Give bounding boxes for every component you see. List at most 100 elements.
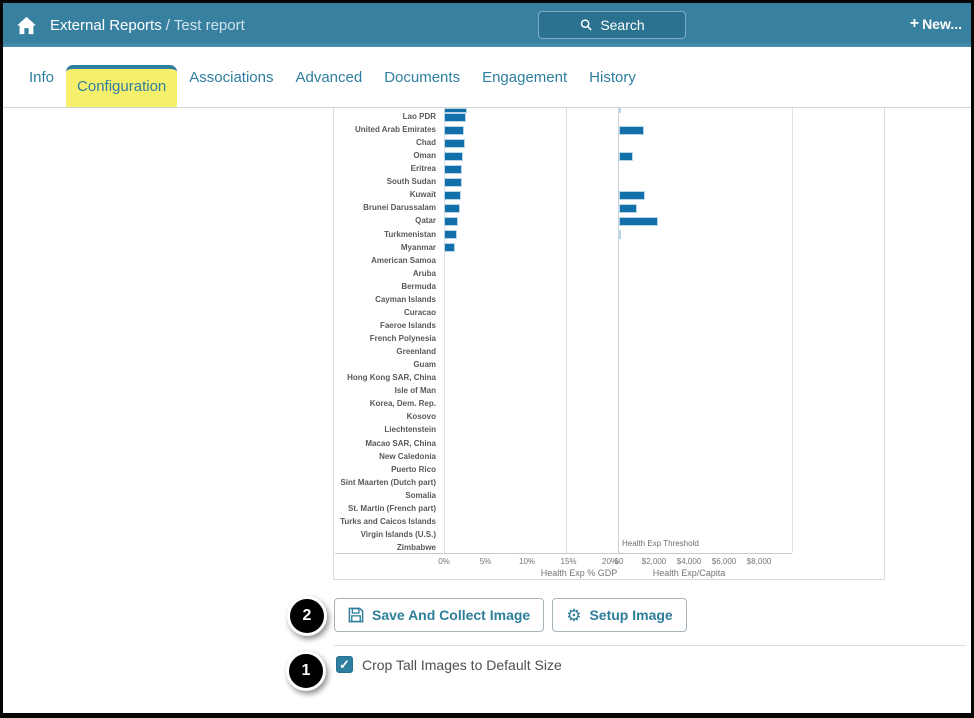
right-axis-tick: $0: [614, 557, 624, 566]
row-label: Virgin Islands (U.S.): [360, 529, 436, 539]
floppy-icon: [348, 607, 364, 623]
row-label: Kosovo: [406, 412, 436, 422]
bar-gdp: [444, 203, 460, 213]
right-axis-title: Health Exp/Capita: [652, 568, 726, 578]
bar-capita: [619, 190, 646, 200]
row-label: Puerto Rico: [391, 464, 436, 474]
tab-associations[interactable]: Associations: [189, 68, 274, 86]
row-label: Macao SAR, China: [365, 438, 436, 448]
tab-history[interactable]: History: [589, 68, 636, 86]
row-label: Zimbabwe: [396, 542, 436, 552]
report-chart-image: Lao PDR United Arab Emirates Chad Oman Eritr…: [333, 108, 885, 580]
bar-gdp: [444, 177, 463, 187]
new-button-label: New...: [922, 16, 962, 32]
new-button[interactable]: + New...: [909, 15, 962, 33]
section-divider: [334, 645, 966, 646]
breadcrumb-section[interactable]: External Reports: [50, 16, 162, 34]
crop-checkbox-label: Crop Tall Images to Default Size: [362, 656, 562, 673]
save-and-collect-image-button[interactable]: Save And Collect Image: [334, 598, 545, 632]
breadcrumb: External Reports / Test report: [50, 17, 245, 34]
row-label: Guam: [413, 360, 436, 370]
row-label: Oman: [413, 151, 436, 161]
left-axis-tick: 5%: [479, 557, 492, 566]
right-axis-tick: $6,000: [711, 557, 737, 566]
setup-image-button[interactable]: ⚙ Setup Image: [552, 598, 687, 632]
row-label: Faeroe Islands: [379, 320, 436, 330]
tab-configuration[interactable]: Configuration: [66, 65, 178, 107]
row-label: Myanmar: [400, 242, 436, 252]
axis-line-left-panel-zero: [444, 108, 445, 553]
row-label: Lao PDR: [402, 112, 436, 121]
save-button-label: Save And Collect Image: [372, 607, 531, 623]
annotation-badge-1: 1: [286, 651, 326, 691]
row-label: South Sudan: [386, 177, 436, 187]
axis-baseline: [335, 553, 792, 554]
checkmark-icon: ✓: [339, 656, 350, 672]
row-label: Brunei Darussalam: [363, 203, 436, 213]
row-label: Bermuda: [401, 281, 436, 291]
tab-info[interactable]: Info: [29, 68, 55, 86]
row-label: Greenland: [396, 347, 436, 357]
row-label: United Arab Emirates: [354, 125, 436, 135]
bar-capita: [619, 230, 621, 240]
bar-capita: [619, 151, 633, 161]
crop-tall-images-checkbox[interactable]: ✓: [336, 656, 353, 673]
tab-bar: Info Configuration Associations Advanced Doc…: [3, 47, 971, 108]
left-panel-gridline: [566, 108, 567, 553]
row-label: Liechtenstein: [384, 425, 436, 435]
tab-engagement[interactable]: Engagement: [482, 68, 568, 86]
bar-gdp: [444, 112, 466, 122]
bar-gdp: [444, 138, 465, 148]
row-label: French Polynesia: [369, 334, 436, 344]
magnifier-icon: [579, 18, 593, 32]
app-header: External Reports / Test report Search + Ne…: [3, 3, 971, 47]
bar-gdp: [444, 243, 455, 253]
right-axis-tick: $8,000: [746, 557, 772, 566]
gear-icon: ⚙: [566, 605, 582, 625]
home-icon[interactable]: [16, 14, 38, 36]
row-label: Turkmenistan: [384, 229, 436, 239]
search-button[interactable]: Search: [538, 11, 686, 39]
row-label: Kuwait: [409, 190, 436, 200]
row-label: Isle of Man: [394, 386, 436, 396]
bar-gdp: [444, 125, 464, 135]
row-label: Chad: [416, 138, 436, 148]
left-axis-tick: 20%: [601, 557, 619, 566]
row-label: St. Martin (French part): [347, 503, 436, 513]
right-axis-tick: $4,000: [676, 557, 702, 566]
bar-gdp: [444, 230, 458, 240]
bar-gdp: [444, 164, 463, 174]
bar-gdp: [444, 151, 464, 161]
crop-option-row: ✓ Crop Tall Images to Default Size: [336, 656, 562, 673]
row-label: Eritrea: [410, 164, 436, 174]
row-label: Sint Maarten (Dutch part): [340, 477, 436, 487]
row-label: Somalia: [405, 490, 436, 500]
health-exp-threshold-line: [618, 108, 619, 553]
search-button-label: Search: [600, 17, 645, 33]
bar-capita: [619, 125, 645, 135]
row-label: Turks and Caicos Islands: [340, 516, 436, 526]
row-label: Qatar: [415, 216, 436, 226]
right-panel-right-edge: [792, 108, 793, 553]
annotation-badge-2: 2: [287, 596, 327, 636]
row-label: Hong Kong SAR, China: [347, 373, 436, 383]
bar-gdp: [444, 190, 462, 200]
plus-icon: +: [909, 15, 920, 32]
tab-documents[interactable]: Documents: [384, 68, 461, 86]
row-label: Curacao: [403, 307, 436, 317]
row-label: Aruba: [412, 268, 436, 278]
left-axis-tick: 10%: [518, 557, 536, 566]
right-axis-tick: $2,000: [641, 557, 667, 566]
tab-advanced[interactable]: Advanced: [295, 68, 363, 86]
setup-button-label: Setup Image: [589, 607, 673, 623]
row-label: Cayman Islands: [375, 294, 436, 304]
bar-gdp: [444, 216, 459, 226]
row-label: New Caledonia: [379, 451, 436, 461]
bar-partial-top-capita: [619, 108, 621, 113]
breadcrumb-page: Test report: [173, 16, 245, 34]
threshold-label: Health Exp Threshold: [622, 539, 699, 548]
row-label: American Samoa: [371, 255, 436, 265]
left-axis-title: Health Exp % GDP: [540, 568, 618, 578]
bar-capita: [619, 216, 659, 226]
left-axis-tick: 15%: [560, 557, 577, 566]
